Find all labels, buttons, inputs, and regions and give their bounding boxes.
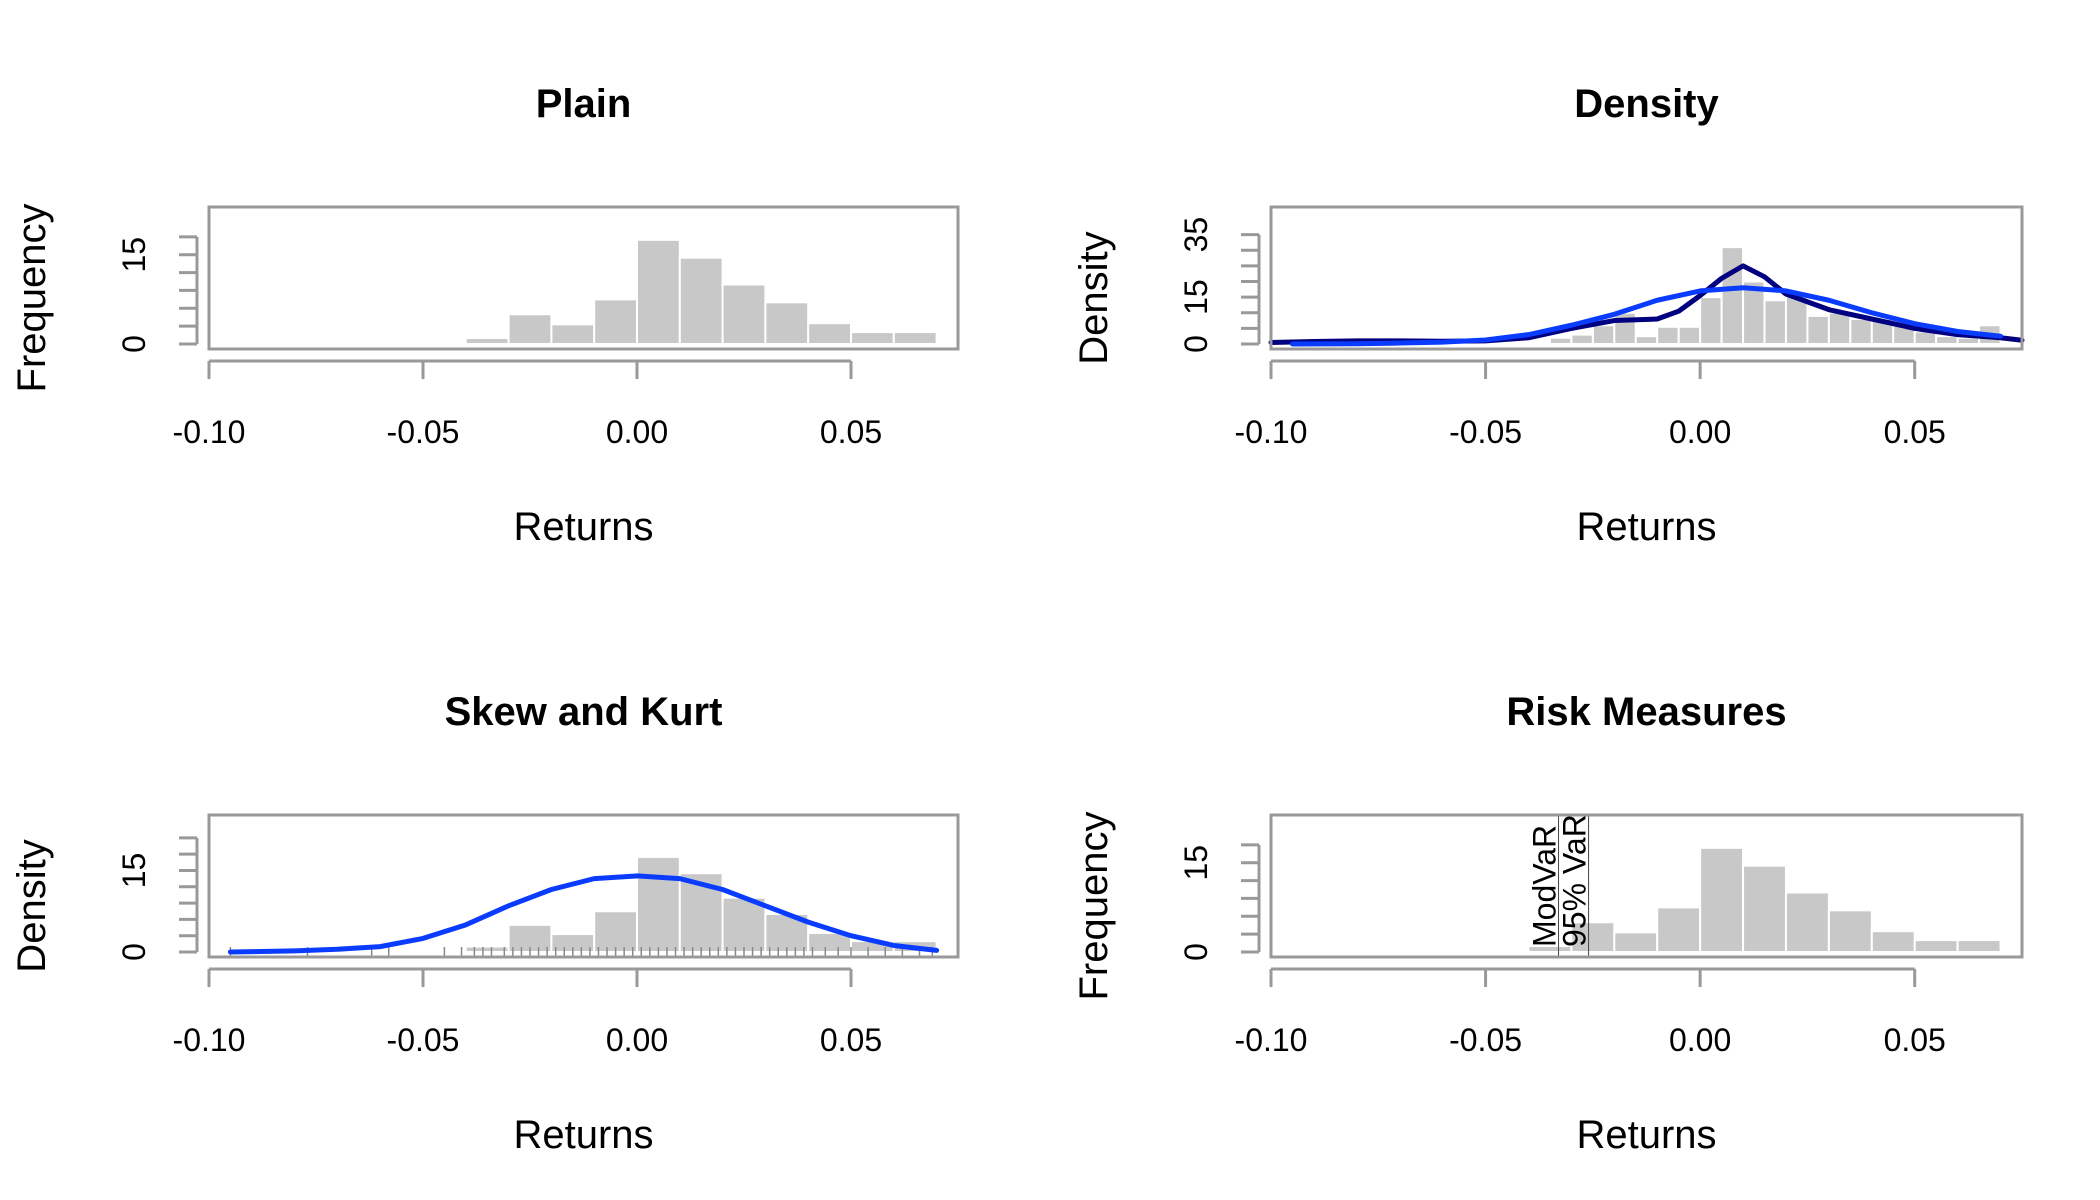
histogram-bar [1441,949,1487,954]
histogram-bar [1656,906,1702,953]
y-axis-label: Density [10,839,54,972]
chart-title: Skew and Kurt [445,690,723,734]
x-tick-label: -0.10 [173,414,246,450]
plot-frame [207,205,960,351]
x-tick-label: 0.05 [1884,414,1946,450]
histogram-bar [1484,342,1509,345]
x-tick-label: 0.00 [606,1022,668,1058]
x-tick-label: -0.05 [1449,1022,1522,1058]
histogram-bar [636,238,681,345]
chart-panel-2: -0.10 -0.05 0.00 0.05 0 15 35 Density Returns Den… [1072,82,2025,549]
histogram-bar [1699,846,1745,954]
y-tick-label: 0 [1178,943,1214,961]
chart-panel-3: -0.10 -0.05 0.00 0.05 0 15 Skew and Kurt Return… [10,690,960,1157]
x-tick-label: -0.10 [1235,414,1308,450]
density-curve [227,873,940,955]
histogram-bar [422,341,467,345]
histogram-bar [464,945,510,954]
histogram-bar [1827,311,1852,345]
histogram-bar [1548,336,1573,345]
plot-frame [207,813,960,959]
histogram-bar [1656,325,1680,345]
histogram-bar [721,283,767,346]
y-tick-label: 15 [116,237,152,273]
histogram-bar [1913,939,1959,953]
histogram-bar [1484,949,1530,954]
histogram-bar [293,341,339,345]
x-axis-label: Returns [513,505,653,549]
x-axis-label: Returns [1576,505,1716,549]
x-tick-label: 0.05 [820,1022,882,1058]
histogram-bar [1849,318,1873,345]
y-tick-label: 0 [1178,335,1214,353]
plot-frame [1269,205,2024,351]
plot-frame [1269,813,2024,959]
y-tick-label: 35 [1178,217,1214,253]
histogram-bar [1827,909,1873,954]
var-label: ModVaR [1527,825,1563,947]
y-tick-label: 15 [1178,845,1214,881]
histogram-bar [1870,930,1916,953]
x-axis-label: Returns [1576,1113,1716,1157]
chart-title: Risk Measures [1506,690,1786,734]
histogram-bar [593,910,639,953]
x-axis-label: Returns [513,1113,653,1157]
x-tick-label: 0.00 [1669,414,1731,450]
x-tick-label: 0.05 [1884,1022,1946,1058]
histogram-bar [379,341,425,345]
y-tick-label: 15 [1178,279,1214,315]
y-tick-label: 15 [116,853,152,889]
histogram-bar [764,301,810,345]
histogram-bar [550,323,596,345]
histogram-bar [1634,335,1659,346]
histogram-bar [593,298,639,345]
y-tick-label: 0 [116,335,152,353]
histogram-bar [1699,296,1723,346]
histogram-bar [1570,921,1616,953]
x-tick-label: 0.00 [606,414,668,450]
histogram-bar [1270,949,1315,954]
histogram-bar [507,313,553,345]
histogram-bar [1613,931,1659,953]
histogram-bar [1806,314,1830,346]
histogram-bar [1935,335,1959,346]
chart-title: Plain [536,82,632,126]
chart-title: Density [1574,82,1719,126]
chart-panel-1: -0.10 -0.05 0.00 0.05 0 15 Plain Returns Frequen… [10,82,960,549]
histogram-bar [1956,939,2002,953]
histogram-bar [1355,949,1401,954]
x-tick-label: 0.00 [1669,1022,1731,1058]
y-axis-label: Frequency [10,204,54,393]
histogram-bar [379,949,425,953]
histogram-bar [464,337,510,345]
histogram-bar [1570,333,1594,346]
histogram-bar [1720,246,1745,346]
histogram-bar [807,322,853,346]
var-label: 95% VaR [1557,814,1593,947]
histogram-bar [892,331,938,346]
histogram-bar [636,855,681,954]
y-axis-label: Frequency [1072,812,1116,1001]
histogram-bar [1742,864,1787,953]
x-tick-label: 0.05 [820,414,882,450]
x-tick-label: -0.05 [387,414,460,450]
histogram-bar [1784,891,1830,953]
y-tick-label: 0 [116,943,152,961]
x-tick-label: -0.05 [387,1022,460,1058]
x-tick-label: -0.05 [1449,414,1522,450]
histogram-bar [678,256,724,345]
density-curve [1289,285,2004,347]
y-axis-label: Density [1072,231,1116,364]
x-tick-label: -0.10 [1235,1022,1308,1058]
histogram-bar [850,331,895,346]
histogram-bar [1677,325,1702,345]
histogram-bar [1591,324,1616,345]
histogram-bar [1763,299,1787,345]
histogram-bar [1956,336,1981,345]
histogram-bar [208,341,253,345]
x-tick-label: -0.10 [173,1022,246,1058]
